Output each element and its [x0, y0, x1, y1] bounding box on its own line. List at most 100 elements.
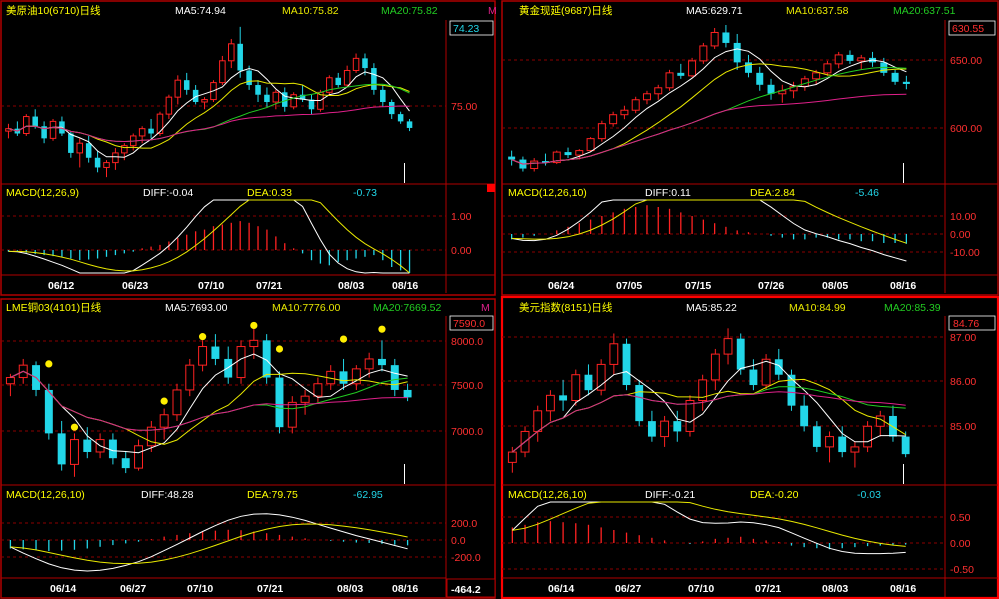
candle-body-down [756, 72, 764, 85]
macd-label: MACD(12,26,10) [6, 489, 85, 501]
candle-body-up [688, 60, 697, 77]
date-label: 06/12 [48, 280, 74, 292]
last-price-box [449, 315, 494, 331]
candle-body-down [262, 340, 271, 378]
diff-label: DIFF:48.28 [141, 489, 194, 501]
candle-body-up [228, 43, 235, 62]
ma10-label: MA10:7776.00 [272, 302, 340, 314]
candle-body-up [530, 160, 539, 170]
candle-body-up [290, 94, 297, 108]
candle-body-down [541, 161, 549, 163]
candle-body-down [406, 121, 413, 128]
ma5-line [8, 67, 410, 158]
candle-body-up [654, 87, 663, 95]
candle-body-up [698, 379, 708, 401]
candle-body-down [299, 94, 306, 100]
candle-body-up [300, 395, 310, 403]
candle-body-down [559, 395, 568, 401]
candle-body-up [631, 99, 640, 111]
ma20-label: MA20:7669.52 [373, 302, 441, 314]
candle-body-up [287, 401, 297, 428]
alert-marker [487, 184, 495, 192]
volume-tick [903, 464, 904, 484]
moving-average-lines [10, 353, 408, 454]
date-label: 08/16 [392, 583, 418, 595]
panel-usd-index[interactable]: 美元指数(8151)日线 MA5:85.22 MA10:84.99 MA20:8… [500, 295, 999, 599]
ma5-line [511, 48, 907, 165]
candle-body-down [362, 58, 368, 69]
panel-crude-oil[interactable]: 美原油10(6710)日线 MA5:74.94 MA10:75.82 MA20:… [0, 0, 497, 296]
price-tick-label: 86.00 [950, 376, 976, 388]
candle-body-down [774, 359, 783, 375]
candle-body-up [49, 120, 57, 139]
candle-body-down [275, 377, 284, 428]
candle-body-up [236, 346, 246, 379]
dea-line [512, 501, 906, 547]
candle-body-down [736, 338, 745, 370]
candle-body-down [397, 114, 404, 122]
candle-body-up [642, 93, 651, 101]
candle-body-down [622, 343, 631, 386]
macd-tick-label: 0.00 [950, 229, 971, 241]
candle-body-up [545, 394, 555, 412]
date-label: 07/21 [257, 583, 283, 595]
candle-body-down [183, 80, 190, 90]
overflow-label: M [488, 5, 497, 17]
candle-body-up [159, 414, 169, 428]
candle-body-up [156, 113, 164, 135]
candle-body-up [857, 57, 866, 62]
candle-body-up [596, 363, 606, 391]
macd-tick-label: -10.00 [950, 247, 980, 259]
macd-tick-label: 0.50 [950, 512, 971, 524]
candle-body-down [32, 116, 38, 127]
date-label: 08/03 [338, 280, 364, 292]
last-price: 84.76 [953, 318, 979, 330]
candle-body-up [219, 60, 226, 84]
dea-label: DEA:-0.20 [750, 489, 799, 501]
candle-body-up [597, 123, 606, 140]
panel-lme-copper[interactable]: LME铜03(4101)日线 MA5:7693.00 MA10:7776.00 … [0, 298, 496, 599]
diff-label: DIFF:0.11 [645, 187, 691, 199]
candle-body-down [371, 68, 377, 90]
macd-histogram [511, 501, 907, 555]
date-label: 07/21 [256, 280, 282, 292]
price-grid [502, 59, 945, 129]
candle-body-up [665, 72, 674, 89]
signal-dot [339, 335, 348, 343]
candle-body-down [224, 358, 233, 378]
moving-average-lines [511, 360, 906, 453]
candle-body-down [281, 92, 288, 107]
date-label: 07/26 [758, 280, 784, 292]
volume-tick [404, 464, 405, 484]
candle-body-down [722, 32, 730, 43]
candle-body-down [246, 70, 252, 86]
macd-value: -5.46 [855, 187, 879, 199]
signal-dots [45, 321, 386, 431]
ma20-label: MA20:85.39 [884, 302, 941, 314]
candle-body-down [838, 436, 847, 453]
signal-dot [70, 423, 79, 431]
date-label: 08/03 [822, 583, 848, 595]
candle-body-up [364, 358, 374, 370]
candle-body-down [767, 84, 775, 94]
price-tick-label: 85.00 [950, 421, 976, 433]
long-ma-line [10, 370, 408, 431]
date-label: 07/10 [688, 583, 714, 595]
candle-body-up [352, 57, 360, 71]
date-label: 08/03 [337, 583, 363, 595]
candle-body-up [326, 77, 333, 93]
price-tick-label: 8000.0 [451, 336, 483, 348]
chart-title: 黄金现延(9687)日线 [519, 4, 613, 17]
candle-body-down [846, 54, 854, 61]
macd-tick-label: 1.00 [451, 211, 472, 223]
candle-body-up [723, 338, 733, 355]
panel-gold[interactable]: 黄金现延(9687)日线 MA5:629.71 MA10:637.58 MA20… [501, 0, 999, 296]
candle-body-down [211, 346, 220, 359]
candlesticks [507, 328, 910, 473]
candle-body-down [584, 374, 593, 391]
date-label: 07/10 [187, 583, 213, 595]
value-readout-box [446, 578, 496, 598]
candle-body-down [192, 89, 199, 102]
dea-line [10, 523, 408, 565]
